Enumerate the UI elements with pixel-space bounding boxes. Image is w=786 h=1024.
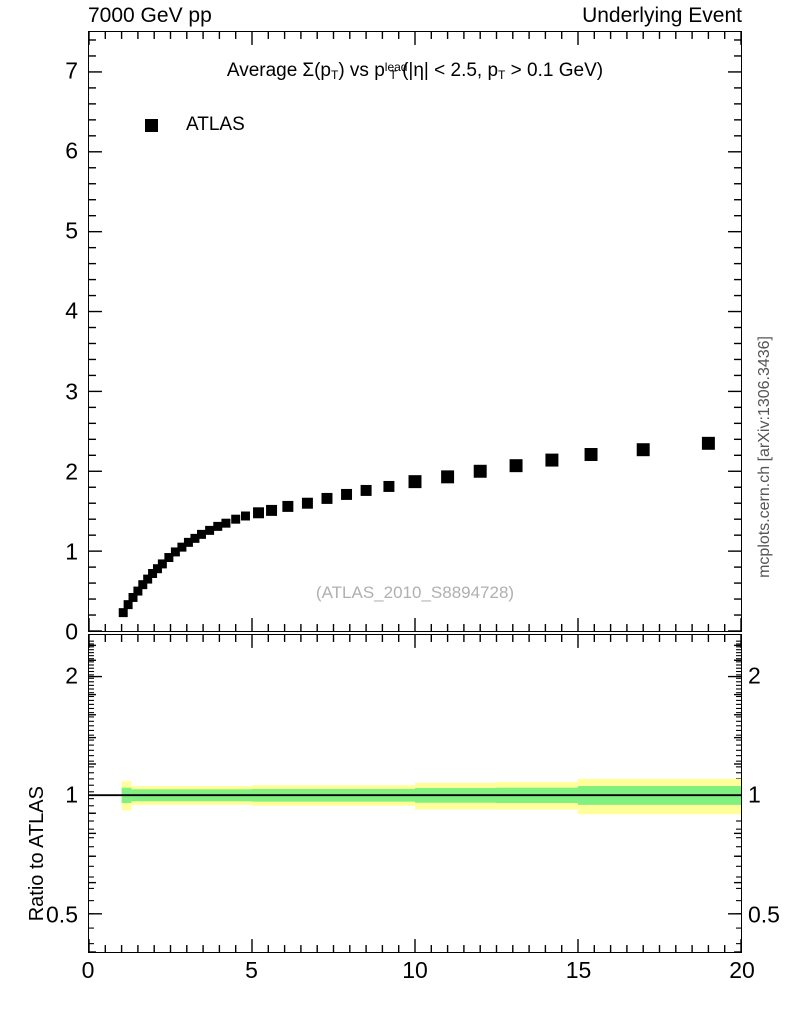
data-point xyxy=(148,569,158,578)
data-point xyxy=(157,559,167,569)
title-text-c: ) vs p xyxy=(338,60,385,81)
data-point xyxy=(143,574,153,584)
title-text-a: Average xyxy=(226,60,298,81)
main-y-tick-label: 3 xyxy=(65,378,78,405)
title-sub-1: T xyxy=(330,68,339,82)
data-point xyxy=(360,484,372,496)
data-point xyxy=(123,600,133,610)
data-point xyxy=(152,564,162,574)
x-tick-label: 5 xyxy=(245,957,258,983)
plot-title: Average Σ(pT) vs pleadT (|η| < 2.5, pT > … xyxy=(89,60,741,82)
ratio-plot-panel xyxy=(88,634,742,953)
main-plot-canvas xyxy=(88,32,742,632)
main-y-tick-label: 7 xyxy=(65,57,78,84)
data-point xyxy=(408,475,422,489)
legend-marker-atlas xyxy=(145,118,158,132)
main-y-tick-label: 1 xyxy=(65,538,78,565)
ratio-y-tick-label-right: 2 xyxy=(748,662,761,689)
main-y-tick-label: 2 xyxy=(65,458,78,485)
title-sub-2: T xyxy=(389,68,397,82)
data-point xyxy=(190,533,200,543)
data-point xyxy=(164,553,174,563)
data-point xyxy=(383,480,395,492)
ratio-y-axis-labels-left: 0.5 1 2 xyxy=(0,634,78,953)
data-point xyxy=(133,586,143,596)
data-point xyxy=(221,518,231,528)
main-y-tick-label: 5 xyxy=(65,217,78,244)
data-point xyxy=(177,542,187,552)
ratio-y-tick-label-right: 0.5 xyxy=(748,901,780,928)
data-point xyxy=(118,608,128,618)
x-tick-label: 0 xyxy=(81,957,95,983)
title-sup-lead: lead xyxy=(384,60,408,74)
ratio-y-tick-label-left: 2 xyxy=(65,662,78,689)
x-tick-label: 15 xyxy=(565,957,592,983)
ratio-y-axis-title: Ratio to ATLAS xyxy=(26,786,48,922)
data-point xyxy=(545,453,559,467)
data-point xyxy=(196,529,206,539)
data-point xyxy=(282,500,294,512)
x-tick-label: 10 xyxy=(402,957,428,983)
data-point xyxy=(321,492,333,504)
main-y-tick-label-zero: 0 xyxy=(65,618,78,645)
ratio-y-tick-label-right: 1 xyxy=(748,781,761,808)
analysis-id-watermark: (ATLAS_2010_S8894728) xyxy=(315,583,515,602)
data-point xyxy=(253,507,265,519)
data-point xyxy=(584,448,598,461)
data-point xyxy=(701,436,715,450)
main-y-tick-label: 6 xyxy=(65,137,78,164)
data-point xyxy=(213,521,223,531)
data-point xyxy=(231,514,241,524)
data-point xyxy=(509,459,523,473)
ratio-plot-canvas xyxy=(88,635,742,953)
data-point xyxy=(301,497,313,509)
legend: ATLAS xyxy=(145,114,245,136)
legend-label-atlas: ATLAS xyxy=(186,114,245,135)
title-text-d: (|η| < 2.5, p xyxy=(396,60,499,81)
title-text-e: > 0.1 GeV) xyxy=(505,60,604,81)
title-sigma: Σ xyxy=(302,60,315,81)
data-point xyxy=(128,592,138,602)
data-point xyxy=(205,525,215,535)
data-point xyxy=(473,464,487,478)
ratio-y-tick-label-left: 0.5 xyxy=(46,901,78,928)
x-axis-labels: 0 5 10 15 20 xyxy=(82,957,755,993)
ratio-y-axis-labels-right: 0.5 1 2 xyxy=(748,634,786,953)
data-point xyxy=(341,488,353,500)
header-beam-label: 7000 GeV pp xyxy=(88,4,212,27)
main-y-tick-label: 4 xyxy=(65,297,78,324)
ratio-y-tick-label-left: 1 xyxy=(65,781,78,808)
data-point xyxy=(266,504,278,516)
data-point xyxy=(240,511,250,521)
data-point xyxy=(441,470,455,484)
title-sub-3: T xyxy=(498,68,506,82)
x-tick-label: 20 xyxy=(729,957,755,983)
data-point xyxy=(636,443,650,457)
data-point xyxy=(183,537,193,547)
source-attribution: mcplots.cern.ch [arXiv:1306.3436] xyxy=(756,336,773,578)
main-plot-panel: Average Σ(pT) vs pleadT (|η| < 2.5, pT > … xyxy=(88,31,742,632)
main-y-axis-labels: 1 2 3 4 5 6 7 0 xyxy=(0,31,78,645)
data-point xyxy=(138,580,148,590)
title-text-b: (p xyxy=(314,60,331,81)
data-point xyxy=(170,547,180,557)
header-analysis-label: Underlying Event xyxy=(582,4,742,27)
